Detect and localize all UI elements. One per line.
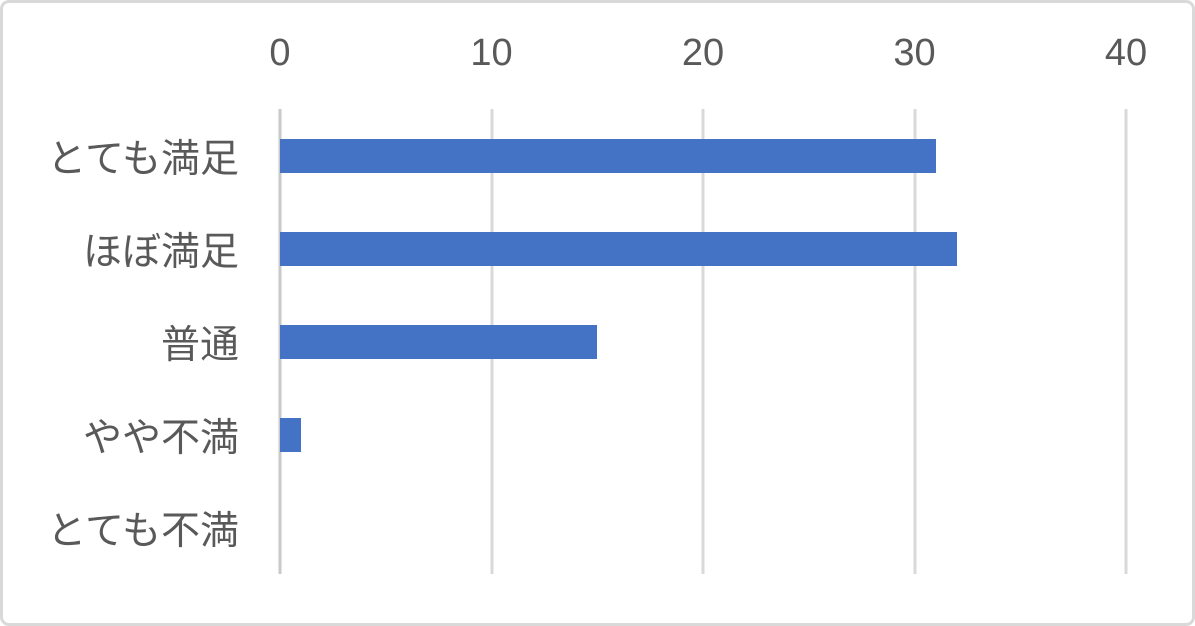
bar	[280, 417, 302, 452]
gridline	[701, 109, 705, 574]
bar-row	[280, 388, 1126, 481]
category-label: とても不満	[47, 509, 239, 553]
y-axis-labels: とても満足ほぼ満足普通やや不満とても不満	[3, 109, 239, 574]
category-label: とても満足	[47, 137, 239, 181]
bar-row	[280, 295, 1126, 388]
bar-rows	[280, 109, 1126, 574]
x-axis-ticks: 0 10 20 30 40	[269, 32, 1147, 79]
bar	[280, 138, 936, 173]
bar-row	[280, 109, 1126, 202]
x-tick-label: 30	[893, 32, 936, 74]
bar	[280, 324, 598, 359]
x-tick-label: 10	[470, 32, 513, 74]
gridline	[1124, 109, 1128, 574]
category-label: ほぼ満足	[82, 230, 239, 274]
plot-area	[278, 109, 1128, 574]
bar-row	[280, 202, 1126, 295]
gridline	[913, 109, 916, 574]
bar	[280, 231, 957, 266]
x-tick-label: 20	[681, 32, 725, 74]
x-tick-label: 40	[1104, 32, 1148, 74]
x-tick-label: 0	[269, 32, 291, 74]
category-label: やや不満	[82, 416, 239, 460]
bar-row	[280, 481, 1126, 574]
category-label: 普通	[160, 323, 239, 367]
